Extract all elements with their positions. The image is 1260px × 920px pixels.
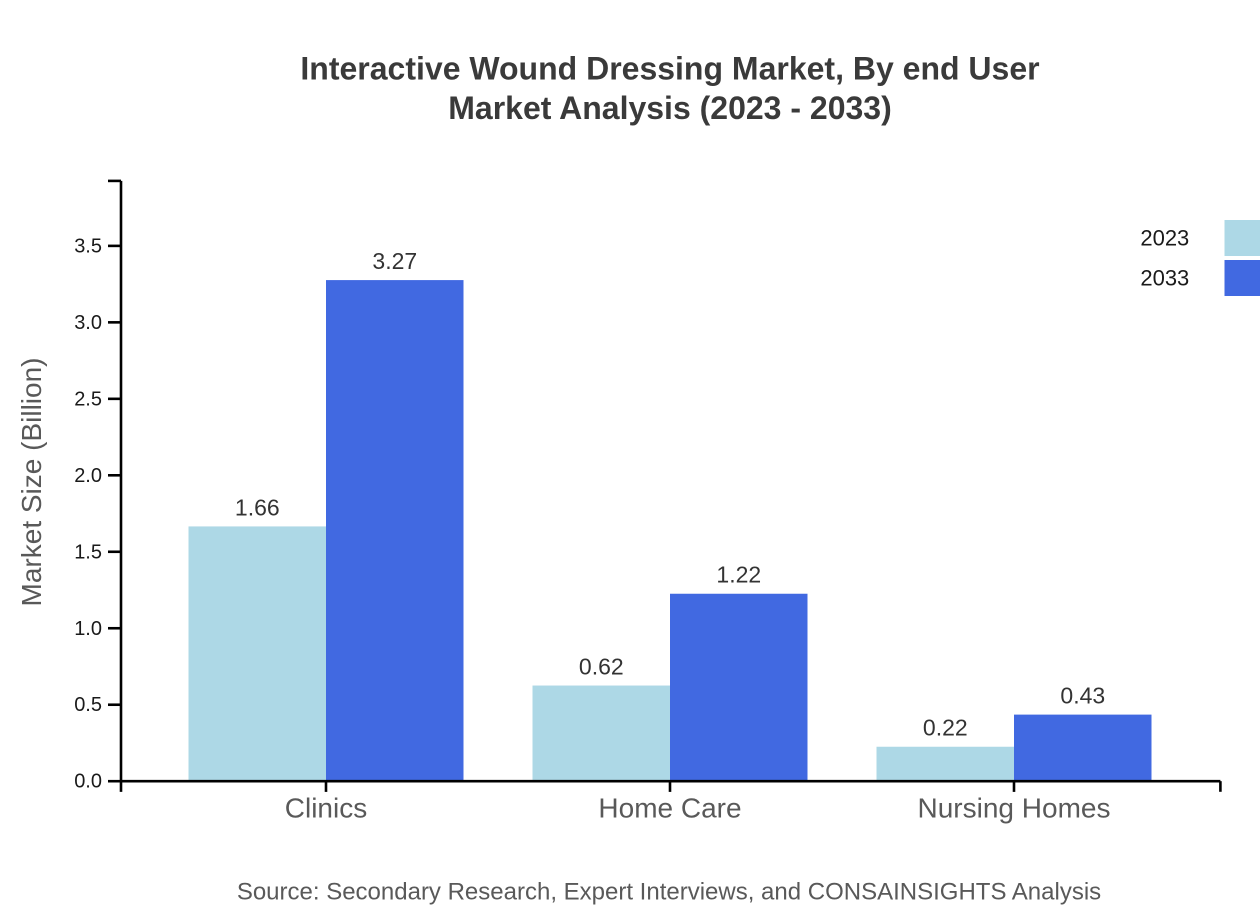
svg-text:0.62: 0.62 [579, 654, 624, 680]
svg-text:1.66: 1.66 [235, 494, 280, 520]
svg-text:Market Analysis (2023 - 2033): Market Analysis (2023 - 2033) [448, 90, 892, 126]
svg-text:Home Care: Home Care [598, 793, 741, 824]
svg-text:1.5: 1.5 [74, 541, 102, 563]
svg-text:2.0: 2.0 [74, 465, 102, 487]
svg-text:3.0: 3.0 [74, 312, 102, 334]
svg-text:Interactive Wound Dressing Mar: Interactive Wound Dressing Market, By en… [300, 51, 1039, 87]
svg-text:Nursing Homes: Nursing Homes [918, 793, 1111, 824]
svg-text:2.5: 2.5 [74, 388, 102, 410]
svg-text:0.0: 0.0 [74, 771, 102, 793]
svg-text:2033: 2033 [1140, 265, 1189, 290]
svg-text:3.27: 3.27 [372, 248, 417, 274]
svg-text:3.5: 3.5 [74, 235, 102, 257]
svg-text:0.43: 0.43 [1060, 683, 1105, 709]
svg-text:1.0: 1.0 [74, 618, 102, 640]
svg-text:Clinics: Clinics [285, 793, 367, 824]
svg-text:2023: 2023 [1140, 225, 1189, 250]
svg-text:Source: Secondary Research, Ex: Source: Secondary Research, Expert Inter… [237, 878, 1101, 905]
svg-text:Market Size (Billion): Market Size (Billion) [16, 358, 47, 607]
svg-text:1.22: 1.22 [716, 562, 761, 588]
svg-text:0.5: 0.5 [74, 694, 102, 716]
svg-text:0.22: 0.22 [923, 715, 968, 741]
